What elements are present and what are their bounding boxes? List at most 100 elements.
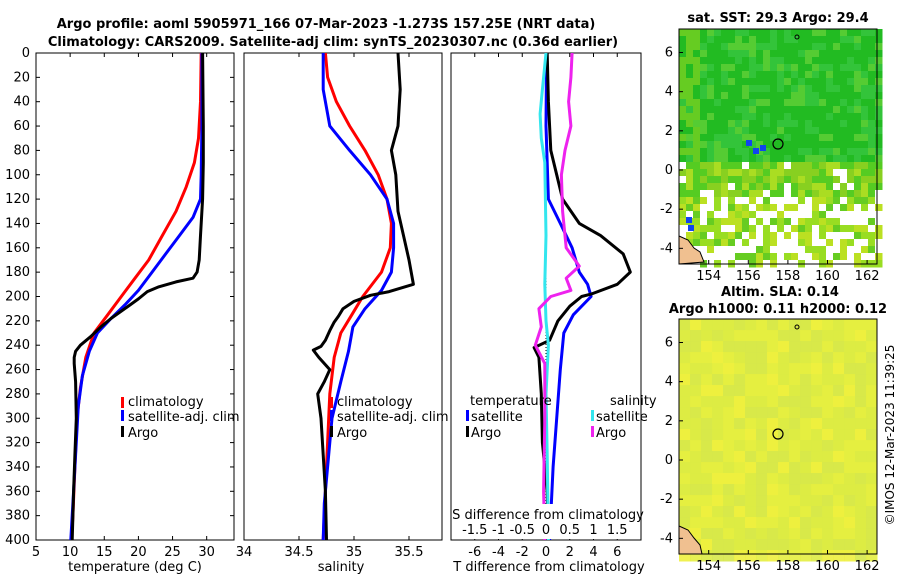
sla-cell — [800, 429, 812, 441]
sst-cell — [798, 239, 806, 247]
sla-cell — [701, 506, 713, 518]
sst-cell — [742, 78, 750, 86]
sst-cell — [749, 204, 757, 212]
sst-cell — [805, 155, 813, 163]
sla-cell — [690, 440, 702, 452]
sst-cell — [854, 225, 862, 233]
sst-cell — [714, 43, 722, 51]
sst-cell — [686, 183, 694, 191]
sst-cell — [840, 113, 848, 121]
sst-cell — [714, 204, 722, 212]
sla-cell — [789, 517, 801, 529]
sst-cell — [868, 120, 876, 128]
sst-cell — [728, 211, 736, 219]
sst-cell — [735, 71, 743, 79]
s-diff-tick-label: 0.5 — [559, 523, 580, 538]
sla-cell — [800, 440, 812, 452]
sst-cell — [763, 239, 771, 247]
sst-cell — [721, 197, 729, 205]
sst-cell — [833, 43, 841, 51]
sla-cell — [822, 484, 834, 496]
sla-cell — [844, 440, 856, 452]
map-y-tick-label: 2 — [665, 124, 673, 139]
sst-cell — [784, 127, 792, 135]
sst-cell — [784, 190, 792, 198]
depth-tick-label: 120 — [5, 192, 30, 207]
sla-cell — [679, 484, 691, 496]
x-tick-label: 30 — [198, 545, 215, 560]
sst-cell — [700, 141, 708, 149]
sst-cell — [791, 239, 799, 247]
sla-cell — [679, 341, 691, 353]
map-y-tick-label: 0 — [665, 453, 673, 468]
sla-cell — [712, 517, 724, 529]
sst-cell — [749, 120, 757, 128]
sst-cell — [819, 197, 827, 205]
map-x-tick-label: 162 — [855, 559, 880, 574]
sla-cell — [833, 462, 845, 474]
sst-cell — [805, 113, 813, 121]
sst-cell — [840, 162, 848, 170]
sst-cell — [763, 169, 771, 177]
sla-cell — [866, 418, 878, 430]
sst-cell — [791, 183, 799, 191]
sla-cell — [844, 418, 856, 430]
sst-cell — [819, 85, 827, 93]
sst-cell — [686, 204, 694, 212]
sst-cell — [826, 197, 834, 205]
sst-cell — [868, 106, 876, 114]
sst-cell — [819, 78, 827, 86]
sst-cell — [826, 232, 834, 240]
sla-cell — [833, 319, 845, 331]
sla-cell — [712, 440, 724, 452]
sla-cell — [844, 429, 856, 441]
sst-cell — [784, 169, 792, 177]
sst-cell — [686, 127, 694, 135]
sst-cell — [756, 43, 764, 51]
sla-cell — [745, 462, 757, 474]
sla-cell — [690, 374, 702, 386]
sst-cell — [861, 29, 869, 37]
sla-cell — [690, 363, 702, 375]
sla-cell — [822, 517, 834, 529]
sla-cell — [734, 407, 746, 419]
sst-cell — [854, 176, 862, 184]
sst-cell — [805, 218, 813, 226]
sst-cell — [847, 113, 855, 121]
sla-cell — [822, 506, 834, 518]
sst-cell — [714, 134, 722, 142]
sst-cell — [770, 36, 778, 44]
sla-cell — [833, 528, 845, 540]
sst-cell — [777, 162, 785, 170]
sst-cell — [784, 113, 792, 121]
sla-cell — [723, 462, 735, 474]
sst-cell — [777, 190, 785, 198]
sst-cell — [700, 169, 708, 177]
sst-cell — [826, 29, 834, 37]
sst-cell — [791, 36, 799, 44]
sla-cell — [789, 528, 801, 540]
sla-cell — [844, 319, 856, 331]
sst-cell — [791, 106, 799, 114]
sst-cell — [728, 148, 736, 156]
sla-cell — [844, 396, 856, 408]
sst-cell — [721, 120, 729, 128]
sst-cell — [679, 134, 687, 142]
sst-cell — [791, 155, 799, 163]
sla-cell — [800, 363, 812, 375]
sst-cell — [756, 78, 764, 86]
sst-cell — [756, 218, 764, 226]
sst-cell — [805, 78, 813, 86]
sla-cell — [778, 484, 790, 496]
sst-cell — [875, 190, 883, 198]
sst-cell — [777, 246, 785, 254]
sst-cell — [756, 85, 764, 93]
sst-cell — [686, 120, 694, 128]
sla-cell — [767, 506, 779, 518]
x-tick-label: 4 — [589, 545, 597, 560]
sst-cell — [784, 36, 792, 44]
sst-cell — [721, 169, 729, 177]
sla-cell — [866, 484, 878, 496]
sla-cell — [833, 506, 845, 518]
sla-cell — [767, 440, 779, 452]
